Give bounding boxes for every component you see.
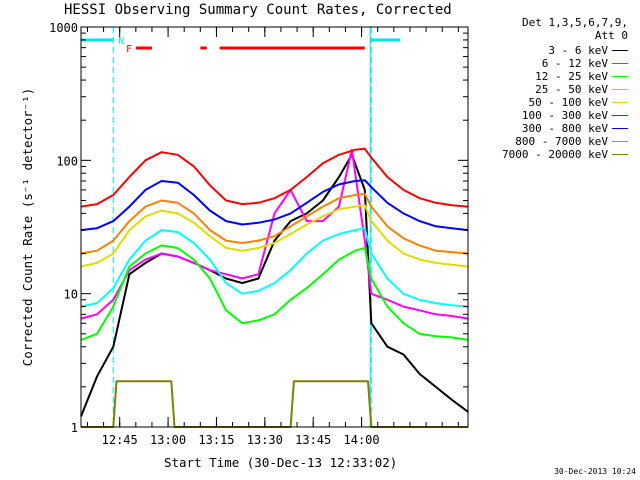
legend-label: 300 - 800 keV xyxy=(521,122,608,135)
flag-layer: NF xyxy=(81,27,401,427)
x-tick-label: 13:45 xyxy=(295,433,331,447)
series-line xyxy=(80,148,469,320)
chart-title: HESSI Observing Summary Count Rates, Cor… xyxy=(64,2,452,18)
series-line xyxy=(80,192,469,255)
series-line xyxy=(80,179,469,232)
legend-entry: 50 - 100 keV xyxy=(529,96,628,109)
y-axis-label: Corrected Count Rate (s⁻¹ detector⁻¹) xyxy=(20,88,35,366)
legend-detectors: Det 1,3,5,6,7,9, xyxy=(522,16,628,29)
x-tick-label: 13:15 xyxy=(198,433,234,447)
legend-label: 100 - 300 keV xyxy=(521,109,608,122)
legend-swatch xyxy=(612,141,628,142)
flag-label-n: N xyxy=(118,36,124,47)
plot-frame xyxy=(80,26,469,428)
legend-label: 6 - 12 keV xyxy=(541,57,608,70)
legend-label: 12 - 25 keV xyxy=(535,70,608,83)
generation-date: 30-Dec-2013 10:24 xyxy=(554,467,636,476)
legend-entry: 300 - 800 keV xyxy=(522,122,628,135)
series-line xyxy=(80,227,469,308)
x-tick-label: 14:00 xyxy=(344,433,380,447)
legend-entry: 12 - 25 keV xyxy=(535,70,628,83)
x-tick-label: 13:30 xyxy=(247,433,283,447)
legend-entry: 800 - 7000 keV xyxy=(515,135,628,148)
legend-entry: 6 - 12 keV xyxy=(542,57,628,70)
series-line xyxy=(80,244,469,341)
legend-attenuator: Att 0 xyxy=(594,29,628,42)
series-line xyxy=(81,380,468,428)
legend-label: 25 - 50 keV xyxy=(535,83,608,96)
legend-entry: 7000 - 20000 keV xyxy=(502,148,628,161)
legend-swatch xyxy=(612,76,628,77)
legend-swatch xyxy=(612,115,628,116)
y-tick-label: 1000 xyxy=(49,21,78,35)
x-tick-label: 12:45 xyxy=(102,433,138,447)
legend-swatch xyxy=(612,89,628,90)
legend-swatch xyxy=(612,63,628,64)
y-tick-label: 10 xyxy=(64,288,78,302)
y-tick-label: 1 xyxy=(71,421,78,435)
legend-swatch xyxy=(612,50,628,51)
legend-swatch xyxy=(612,102,628,103)
legend-entry: 25 - 50 keV xyxy=(535,83,628,96)
tick-layer: 1 10 100 1000 12:45 13:00 13:15 13:30 13:45 14:00 xyxy=(49,21,468,447)
legend-label: 800 - 7000 keV xyxy=(515,135,608,148)
legend-label: 3 - 6 keV xyxy=(548,44,608,57)
legend-entry: 3 - 6 keV xyxy=(548,44,628,57)
legend-label: 50 - 100 keV xyxy=(528,96,608,109)
legend-swatch xyxy=(612,128,628,129)
legend-entry: 100 - 300 keV xyxy=(522,109,628,122)
x-tick-label: 13:00 xyxy=(150,433,186,447)
series-layer xyxy=(80,147,469,428)
legend-label: 7000 - 20000 keV xyxy=(502,148,608,161)
flag-label-f: F xyxy=(126,44,132,55)
series-line xyxy=(80,147,469,208)
x-axis-label: Start Time (30-Dec-13 12:33:02) xyxy=(164,455,398,470)
legend-swatch xyxy=(612,154,628,155)
series-line xyxy=(80,204,469,268)
y-tick-label: 100 xyxy=(56,154,78,168)
